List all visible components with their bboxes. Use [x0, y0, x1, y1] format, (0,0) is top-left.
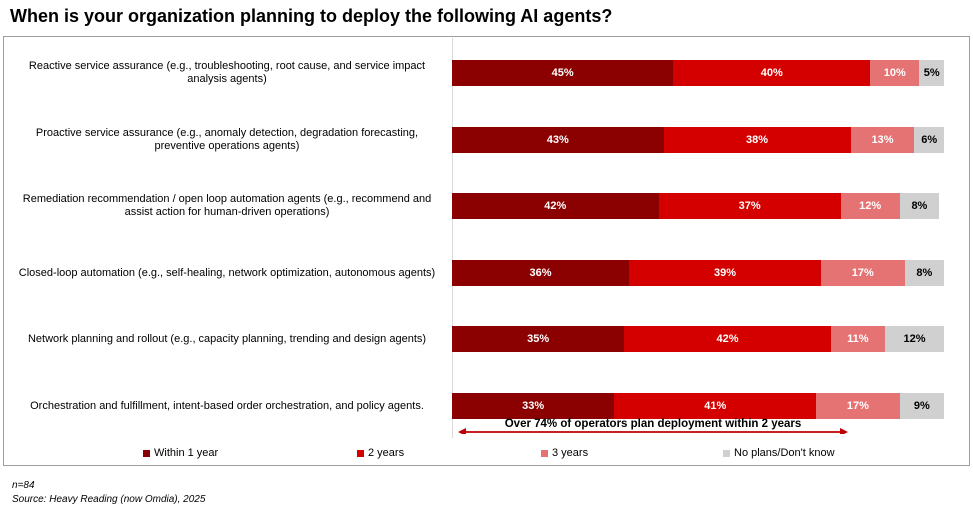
legend-label: Within 1 year	[154, 447, 219, 459]
bar-segment: 6%	[914, 127, 944, 153]
chart-frame	[3, 36, 970, 466]
legend-label: No plans/Don't know	[734, 447, 835, 459]
bar-segment: 35%	[452, 326, 625, 352]
bar-segment: 9%	[899, 393, 944, 419]
legend-label: 3 years	[552, 447, 589, 459]
data-label: 40%	[760, 67, 783, 79]
data-label: 33%	[522, 400, 545, 412]
data-label: 42%	[544, 200, 567, 212]
data-label: 37%	[738, 200, 761, 212]
bar-segment: 37%	[658, 193, 841, 219]
legend-swatch	[541, 449, 548, 457]
bar-segment: 42%	[624, 326, 831, 352]
chart-title: When is your organization planning to de…	[10, 6, 613, 26]
bar-segment: 8%	[899, 193, 940, 219]
data-label: 8%	[916, 267, 933, 279]
data-label: 8%	[911, 200, 928, 212]
category-label: Remediation recommendation / open loop a…	[22, 193, 432, 218]
bar-segment: 12%	[840, 193, 900, 219]
data-label: 5%	[923, 67, 940, 79]
category-label: Closed-loop automation (e.g., self-heali…	[18, 266, 436, 279]
bar-segment: 10%	[870, 60, 920, 86]
legend-item: 2 years	[357, 447, 404, 459]
bar-segment: 12%	[884, 326, 944, 352]
bar-segment: 40%	[673, 60, 871, 86]
data-label: 17%	[851, 267, 874, 279]
data-label: 41%	[704, 400, 727, 412]
bar-segment: 17%	[821, 260, 905, 286]
bar-segment: 45%	[452, 60, 674, 86]
bar-segment: 39%	[629, 260, 821, 286]
legend-item: 3 years	[541, 447, 588, 459]
sample-size-note: n=84	[12, 480, 35, 491]
double-arrow-icon	[458, 428, 848, 434]
bar-segment: 13%	[850, 127, 915, 153]
category-axis-line	[452, 38, 453, 438]
category-label: Orchestration and fulfillment, intent-ba…	[30, 399, 424, 412]
data-label: 17%	[846, 400, 869, 412]
legend-swatch	[723, 449, 730, 457]
data-label: 35%	[527, 333, 550, 345]
bar-segment: 36%	[452, 260, 630, 286]
annotation: Over 74% of operators plan deployment wi…	[458, 418, 848, 434]
legend-label: 2 years	[368, 447, 405, 459]
data-label: 39%	[714, 267, 737, 279]
legend-item: No plans/Don't know	[723, 447, 835, 459]
data-label: 45%	[551, 67, 574, 79]
bar-segment: 41%	[614, 393, 817, 419]
data-label: 12%	[903, 333, 926, 345]
legend-swatch	[143, 449, 150, 457]
bar-segment: 42%	[452, 193, 659, 219]
legend-item: Within 1 year	[143, 447, 218, 459]
category-label: Proactive service assurance (e.g., anoma…	[35, 127, 419, 152]
category-label: Reactive service assurance (e.g., troubl…	[28, 60, 426, 85]
legend-swatch	[357, 449, 364, 457]
bar-segment: 38%	[663, 127, 851, 153]
source-note: Source: Heavy Reading (now Omdia), 2025	[12, 494, 206, 505]
data-label: 11%	[847, 333, 869, 345]
data-label: 42%	[716, 333, 739, 345]
annotation-text: Over 74% of operators plan deployment wi…	[504, 418, 802, 430]
bar-segment: 5%	[919, 60, 944, 86]
data-label: 12%	[859, 200, 882, 212]
category-label: Network planning and rollout (e.g., capa…	[27, 332, 427, 345]
bar-segment: 33%	[452, 393, 615, 419]
data-label: 36%	[529, 267, 552, 279]
data-label: 38%	[746, 134, 769, 146]
data-label: 10%	[883, 67, 906, 79]
annotation-arrow-right-head	[840, 428, 848, 434]
bar-segment: 8%	[904, 260, 944, 286]
bar-segment: 43%	[452, 127, 664, 153]
data-label: 9%	[913, 400, 930, 412]
bar-segment: 11%	[830, 326, 885, 352]
data-label: 43%	[546, 134, 569, 146]
data-label: 6%	[921, 134, 938, 146]
bar-segment: 17%	[816, 393, 900, 419]
annotation-arrow-left-head	[458, 428, 466, 434]
data-label: 13%	[871, 134, 894, 146]
